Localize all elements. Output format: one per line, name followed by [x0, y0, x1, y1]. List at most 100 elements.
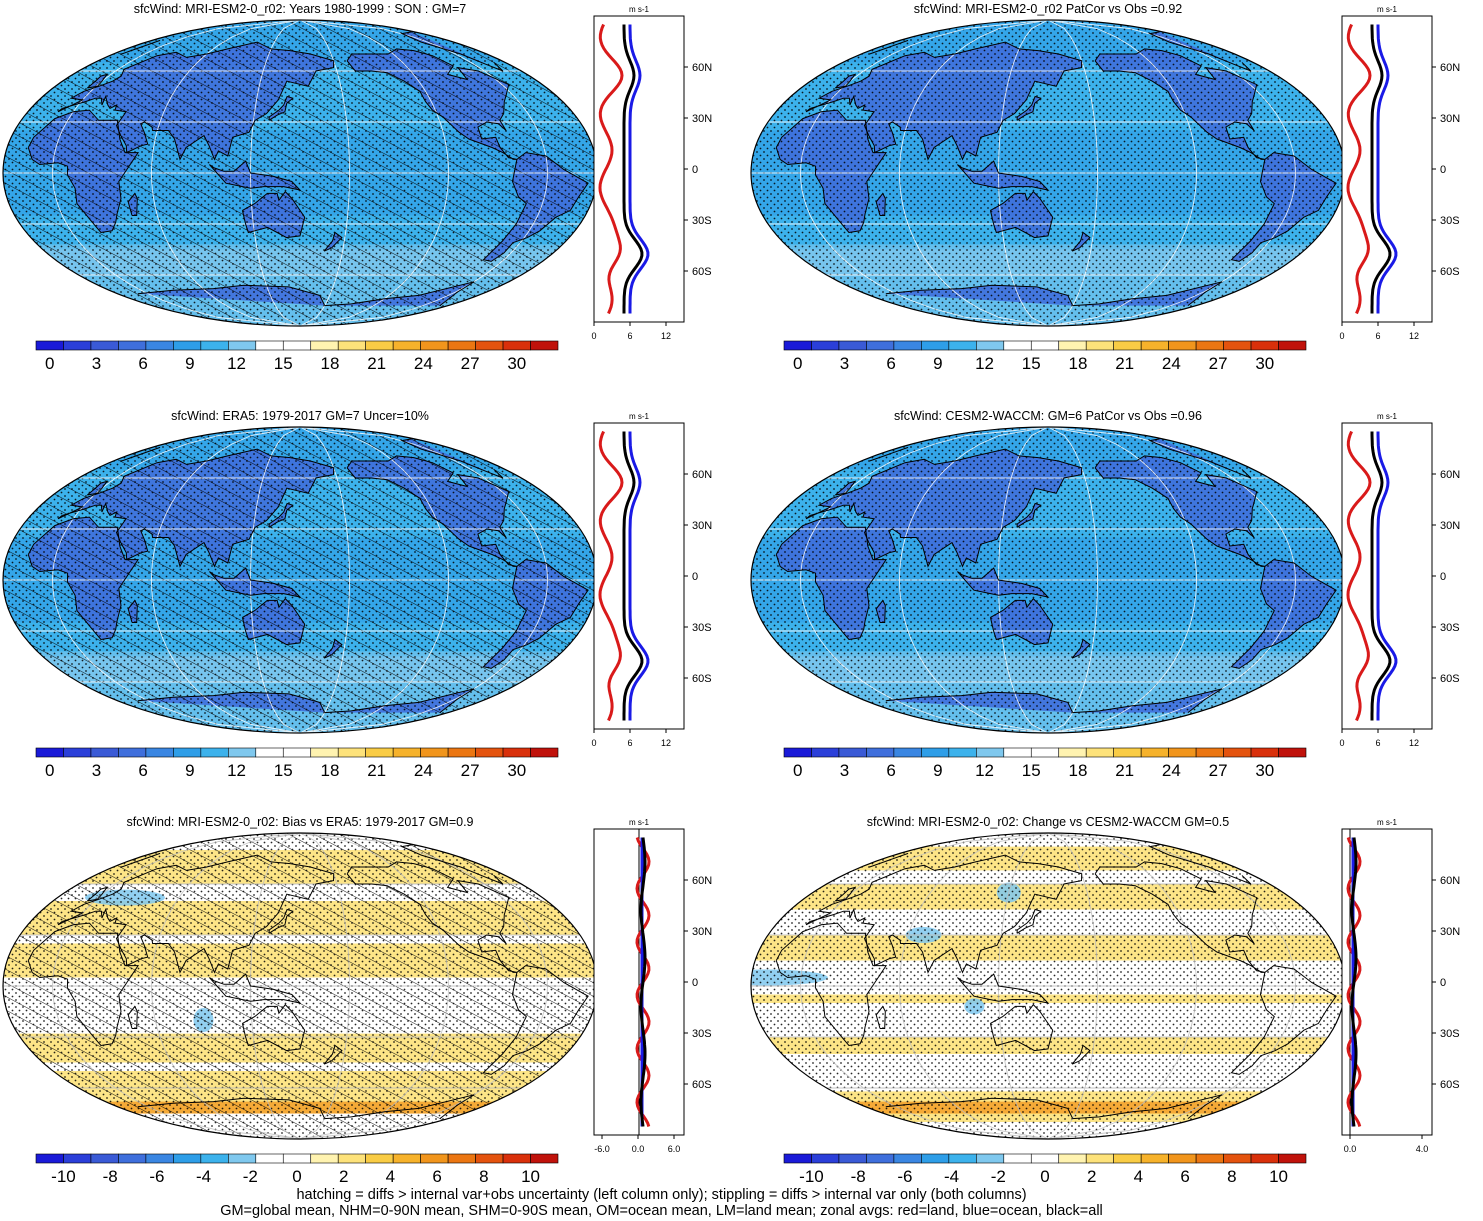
profile-lat-tick: 30S	[692, 215, 712, 227]
colorbar-swatch	[502, 340, 531, 351]
zonal-land-line	[598, 430, 624, 722]
colorbar-swatch	[811, 747, 840, 758]
colorbar-swatch	[1058, 340, 1087, 351]
colorbar-label: 12	[975, 354, 994, 373]
colorbar-label: 4	[386, 1167, 395, 1186]
colorbar-swatch	[1003, 340, 1032, 351]
colorbar-label: 6	[432, 1167, 441, 1186]
colorbar-label: 3	[92, 354, 101, 373]
zonal-average-profile: m s-1 60N 30N 0 30S 60S 0.0 4.0	[1341, 818, 1460, 1154]
colorbar-label: 24	[1162, 354, 1181, 373]
profile-lat-tick: 30N	[692, 520, 712, 532]
colorbar-label: 9	[185, 761, 194, 780]
profile-unit: m s-1	[629, 5, 650, 14]
colorbar-swatch	[365, 1153, 394, 1164]
panel-title: sfcWind: MRI-ESM2-0_r02: Change vs CESM2…	[866, 815, 1230, 829]
graticule	[751, 20, 1345, 326]
colorbar-label: 2	[339, 1167, 348, 1186]
colorbar-swatch	[838, 1153, 867, 1164]
profile-lat-tick: 30S	[692, 622, 712, 634]
colorbar-label: 0	[45, 354, 54, 373]
colorbar-label: 3	[92, 761, 101, 780]
colorbar-label: 27	[1209, 354, 1228, 373]
colorbar-swatch	[420, 1153, 449, 1164]
profile-value-tick: 6	[627, 331, 632, 341]
colorbar-swatch	[530, 1153, 559, 1164]
profile-lat-tick: 0	[1440, 977, 1446, 989]
profile-lat-tick: 60S	[692, 1079, 712, 1091]
colorbar-swatch	[35, 1153, 64, 1164]
profile-lat-tick: 60N	[1440, 469, 1460, 481]
colorbar-label: 18	[1069, 761, 1088, 780]
colorbar-label: 3	[840, 354, 849, 373]
colorbar-swatch	[392, 1153, 421, 1164]
profile-lat-tick: 30N	[1440, 520, 1460, 532]
colorbar-swatch	[1140, 340, 1169, 351]
colorbar-label: 27	[1209, 761, 1228, 780]
profile-value-tick: 0.0	[632, 1144, 645, 1154]
profile-lat-tick: 60N	[1440, 875, 1460, 887]
colorbar-swatch	[63, 1153, 92, 1164]
colorbar-swatch	[447, 340, 476, 351]
world-map	[2, 426, 598, 734]
profile-lat-tick: 30N	[692, 113, 712, 125]
colorbar-swatch	[118, 1153, 147, 1164]
colorbar-swatch	[447, 747, 476, 758]
colorbar-swatch	[866, 340, 895, 351]
colorbar: 0 3 6 9 12 15 18 21 24 27 30	[783, 340, 1307, 373]
colorbar-swatch	[228, 747, 257, 758]
colorbar-swatch	[976, 340, 1005, 351]
colorbar-swatch	[1113, 1153, 1142, 1164]
colorbar-label: 30	[1255, 354, 1274, 373]
colorbar-label: -6	[897, 1167, 912, 1186]
colorbar-label: 12	[975, 761, 994, 780]
profile-value-tick: 6	[1375, 738, 1380, 748]
colorbar-swatch	[502, 1153, 531, 1164]
profile-lat-tick: 30N	[1440, 113, 1460, 125]
colorbar-swatch	[282, 340, 312, 351]
colorbar-swatch	[282, 747, 312, 758]
profile-lat-tick: 30N	[692, 926, 712, 938]
profile-lat-tick: 60N	[692, 62, 712, 74]
colorbar-label: 30	[507, 354, 526, 373]
coastlines	[27, 31, 589, 307]
colorbar-swatch	[1223, 340, 1252, 351]
colorbar-swatch	[1003, 1153, 1032, 1164]
profile-lat-tick: 60N	[692, 469, 712, 481]
colorbar-label: 9	[933, 354, 942, 373]
colorbar-swatch	[921, 1153, 950, 1164]
profile-lat-tick: 30N	[1440, 926, 1460, 938]
colorbar-swatch	[838, 340, 867, 351]
graticule	[751, 833, 1345, 1139]
zonal-ocean-line	[628, 431, 650, 721]
panel-title: sfcWind: MRI-ESM2-0_r02 PatCor vs Obs =0…	[913, 2, 1183, 16]
profile-unit: m s-1	[1377, 5, 1398, 14]
colorbar-swatch	[255, 1153, 284, 1164]
colorbar-label: 6	[886, 761, 895, 780]
colorbar-swatch	[1168, 1153, 1197, 1164]
colorbar-swatch	[811, 340, 840, 351]
panel-model-patcor: sfcWind: MRI-ESM2-0_r02 PatCor vs Obs =0…	[748, 2, 1468, 387]
colorbar-swatch	[35, 747, 64, 758]
world-map	[2, 832, 598, 1140]
colorbar-swatch	[310, 1153, 339, 1164]
colorbar-swatch	[90, 747, 119, 758]
colorbar-label: 15	[274, 354, 293, 373]
colorbar-swatch	[1250, 340, 1279, 351]
zonal-average-profile: m s-1 60N 30N 0 30S 60S 0 6 12	[1339, 5, 1460, 341]
colorbar-swatch	[1250, 1153, 1279, 1164]
colorbar-swatch	[173, 340, 202, 351]
profile-lat-tick: 30S	[692, 1028, 712, 1040]
map-field	[3, 20, 597, 326]
colorbar-swatch	[1278, 747, 1307, 758]
colorbar-swatch	[337, 1153, 366, 1164]
map-field	[751, 20, 1345, 326]
zonal-all-line	[1370, 431, 1392, 721]
colorbar-swatch	[90, 340, 119, 351]
colorbar-swatch	[948, 1153, 977, 1164]
profile-lat-tick: 60S	[1440, 673, 1460, 685]
colorbar-swatch	[1058, 747, 1087, 758]
colorbar-swatch	[893, 340, 922, 351]
profile-value-tick: 12	[1409, 331, 1419, 341]
colorbar-swatch	[1030, 340, 1060, 351]
